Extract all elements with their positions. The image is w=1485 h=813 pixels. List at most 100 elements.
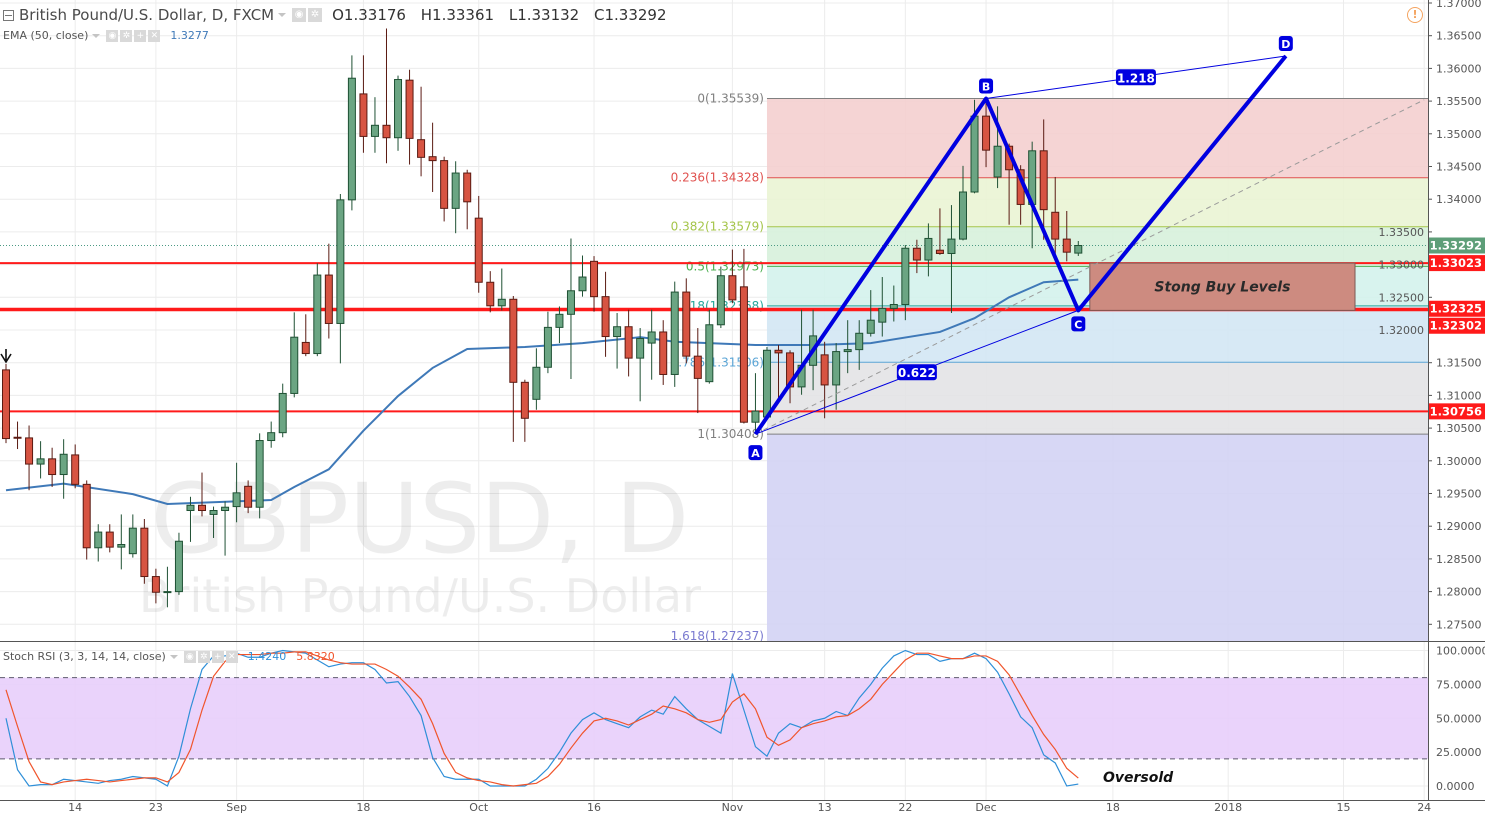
candle-body bbox=[982, 115, 991, 151]
eye-icon[interactable]: ◉ bbox=[183, 650, 196, 663]
fib-level-label: 1.618(1.27237) bbox=[671, 629, 764, 643]
rsi-tick-label: 75.0000 bbox=[1436, 678, 1482, 691]
plus-icon[interactable]: + bbox=[134, 29, 147, 42]
buy-zone-rect[interactable] bbox=[1089, 262, 1356, 311]
time-tick-label: 14 bbox=[68, 801, 82, 813]
close-icon[interactable]: ✕ bbox=[225, 650, 238, 663]
candle-body bbox=[958, 191, 967, 240]
candle-body bbox=[140, 527, 149, 578]
candle-body bbox=[290, 336, 299, 394]
watermark-symbol: GBPUSD, D bbox=[151, 463, 689, 575]
ratio-badge-bd bbox=[1115, 69, 1156, 86]
candle-body bbox=[1051, 211, 1060, 240]
symbol-title[interactable]: British Pound/U.S. Dollar, D, FXCM bbox=[19, 6, 275, 24]
close-icon[interactable]: ✕ bbox=[148, 29, 161, 42]
candle-body bbox=[912, 247, 921, 261]
alert-icon[interactable]: ! bbox=[1407, 7, 1423, 23]
candle-body bbox=[359, 93, 368, 137]
fibonacci-retracement[interactable]: 0(1.35539) 0.236(1.34328) 0.382(1.33579) 0.… bbox=[671, 92, 1428, 643]
candle-body bbox=[347, 77, 356, 201]
stoch-k-line bbox=[5, 649, 1079, 787]
candle-body bbox=[417, 139, 426, 158]
ema-label[interactable]: EMA (50, close) bbox=[3, 29, 89, 42]
time-tick-label: Oct bbox=[469, 801, 489, 813]
time-tick-label: 13 bbox=[818, 801, 832, 813]
chevron-down-icon[interactable] bbox=[169, 654, 178, 659]
candle-body bbox=[578, 276, 587, 292]
price-tick-label: 1.31000 bbox=[1436, 389, 1482, 402]
time-tick-label: 22 bbox=[898, 801, 912, 813]
price-badge-label: 1.30756 bbox=[1430, 404, 1482, 418]
ema-legend: EMA (50, close) ◉ ✲ + ✕ 1.3277 bbox=[0, 29, 209, 42]
fib-level-label: 0(1.35539) bbox=[697, 92, 764, 106]
fib-zone bbox=[766, 305, 1428, 363]
buy-zone[interactable]: Stong Buy Levels bbox=[1089, 262, 1356, 311]
chevron-down-icon[interactable] bbox=[278, 13, 287, 17]
price-badge bbox=[1429, 255, 1485, 272]
candle-body bbox=[1039, 150, 1048, 211]
candle-body bbox=[832, 351, 841, 386]
arrow-down-icon bbox=[0, 349, 12, 364]
candle-body bbox=[901, 247, 910, 305]
fib-level-label: 1(1.30408) bbox=[697, 427, 764, 441]
candle-body bbox=[486, 281, 495, 307]
candle-body bbox=[728, 275, 737, 301]
price-tick-label: 1.33500 bbox=[1379, 226, 1425, 239]
ema-value: 1.3277 bbox=[170, 29, 209, 42]
close-value: C1.33292 bbox=[594, 6, 667, 24]
candle-body bbox=[13, 436, 22, 439]
eye-icon[interactable]: ◉ bbox=[106, 29, 119, 42]
candle-body bbox=[209, 510, 218, 515]
buy-zone-label: Stong Buy Levels bbox=[1154, 280, 1290, 296]
stoch-legend: Stoch RSI (3, 3, 14, 14, close) ◉ ✲ + ✕ 1.4… bbox=[0, 650, 335, 663]
candle-body bbox=[382, 124, 391, 139]
open-value: O1.33176 bbox=[332, 6, 406, 24]
eye-icon[interactable]: ◉ bbox=[292, 8, 307, 22]
fib-zone bbox=[766, 362, 1428, 435]
time-tick-label: Sep bbox=[226, 801, 247, 813]
candle-body bbox=[71, 454, 80, 485]
candle-body bbox=[716, 275, 725, 326]
candle-body bbox=[301, 341, 310, 355]
candle-body bbox=[370, 124, 379, 137]
candle-body bbox=[94, 531, 103, 549]
candle-body bbox=[474, 217, 483, 283]
pattern-point-label: B bbox=[982, 81, 990, 94]
plus-icon[interactable]: + bbox=[211, 650, 224, 663]
candle-body bbox=[705, 324, 714, 383]
fib-zone bbox=[766, 98, 1428, 178]
time-tick-label: 23 bbox=[149, 801, 163, 813]
stoch-rsi-pane: Oversold bbox=[0, 641, 1485, 787]
time-tick-label: 15 bbox=[1336, 801, 1350, 813]
price-tick-label: 1.29500 bbox=[1436, 488, 1482, 501]
price-tick-label: 1.32500 bbox=[1379, 291, 1425, 304]
gear-icon[interactable]: ✲ bbox=[308, 8, 323, 22]
trend-line-dashed[interactable] bbox=[755, 99, 1425, 435]
candle-body bbox=[520, 381, 529, 419]
candle-body bbox=[440, 160, 449, 209]
candle-body bbox=[647, 331, 656, 344]
price-badge bbox=[1429, 237, 1485, 254]
gear-icon[interactable]: ✲ bbox=[197, 650, 210, 663]
time-tick-label: 16 bbox=[587, 801, 601, 813]
stoch-label[interactable]: Stoch RSI (3, 3, 14, 14, close) bbox=[3, 650, 166, 663]
candle-body bbox=[313, 274, 322, 355]
collapse-icon[interactable] bbox=[3, 9, 14, 21]
price-tick-label: 1.32000 bbox=[1379, 324, 1425, 337]
abcd-pattern-line[interactable] bbox=[753, 54, 1288, 436]
abcd-pattern[interactable]: A B C D 0.622 1.218 bbox=[748, 35, 1425, 461]
candle-body bbox=[59, 453, 68, 476]
candle-body bbox=[128, 527, 137, 555]
chevron-down-icon[interactable] bbox=[92, 33, 101, 38]
pattern-point-badge bbox=[1071, 316, 1086, 332]
stoch-k-value: 1.4240 bbox=[247, 650, 287, 663]
rsi-tick-label: 50.0000 bbox=[1436, 712, 1482, 725]
candle-body bbox=[947, 238, 956, 254]
candle-body bbox=[659, 331, 668, 375]
high-value: H1.33361 bbox=[420, 6, 495, 24]
gear-icon[interactable]: ✲ bbox=[120, 29, 133, 42]
low-value: L1.33132 bbox=[508, 6, 580, 24]
pattern-point-badge bbox=[748, 445, 763, 461]
price-tick-label: 1.27500 bbox=[1436, 618, 1482, 631]
